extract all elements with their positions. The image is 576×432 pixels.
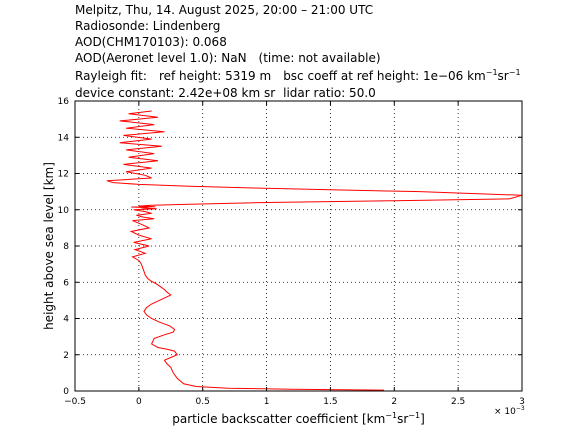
y-tick-label: 2 [63,351,69,361]
y-tick-label: 12 [58,170,69,180]
x-axis-label: particle backscatter coefficient [km−1sr… [172,411,425,426]
x-tick-label: 0 [136,397,142,407]
aod-chm-info: AOD(CHM170103): 0.068 [75,35,227,49]
y-tick-labels: 0 2 4 6 8 10 12 14 16 [58,97,70,397]
series-group [106,110,523,391]
aod-aeronet-time: (time: not available) [258,51,381,65]
y-axis-label: height above sea level [km] [42,162,56,330]
lidar-ratio: lidar ratio: 50.0 [283,86,376,100]
title-line-location-time: Melpitz, Thu, 14. August 2025, 20:00 – 2… [75,3,374,17]
y-tick-label: 6 [63,278,69,288]
x-tick-label: 1.5 [323,397,337,407]
y-tick-label: 8 [63,242,69,252]
aod-aeronet-info: AOD(Aeronet level 1.0): NaN (time: not av… [75,51,381,65]
y-tick-label: 16 [58,97,70,107]
backscatter-profile-line-0 [106,110,523,391]
y-tick-label: 0 [63,387,69,397]
rayleigh-fit-info: Rayleigh fit: ref height: 5319 m bsc coeff… [75,68,521,84]
rayleigh-fit-label: Rayleigh fit: [75,69,147,83]
x-tick-labels: −0.5 0 0.5 1 1.5 2 2.5 3 [64,397,525,407]
x-tick-label: 0.5 [196,397,210,407]
ref-height: ref height: 5319 m [158,69,272,83]
x-tick-label: 2 [391,397,397,407]
y-tick-label: 14 [58,133,70,143]
y-tick-label: 10 [58,206,70,216]
x-multiplier-label: × 10−3 [494,405,525,417]
y-tick-label: 4 [63,315,69,325]
x-tick-label: 1 [264,397,270,407]
radiosonde-info: Radiosonde: Lindenberg [75,19,221,33]
device-info: device constant: 2.42e+08 km sr lidar rat… [75,86,376,100]
aod-aeronet-value: AOD(Aeronet level 1.0): NaN [75,51,247,65]
bsc-coeff: bsc coeff at ref height: 1e−06 km−1sr−1 [283,68,521,84]
grid-lines [75,101,522,391]
x-tick-label: 2.5 [451,397,465,407]
device-constant: device constant: 2.42e+08 km sr [75,86,276,100]
axis-ticks [74,100,523,392]
x-tick-label: 3 [519,397,525,407]
x-tick-label: −0.5 [64,397,86,407]
